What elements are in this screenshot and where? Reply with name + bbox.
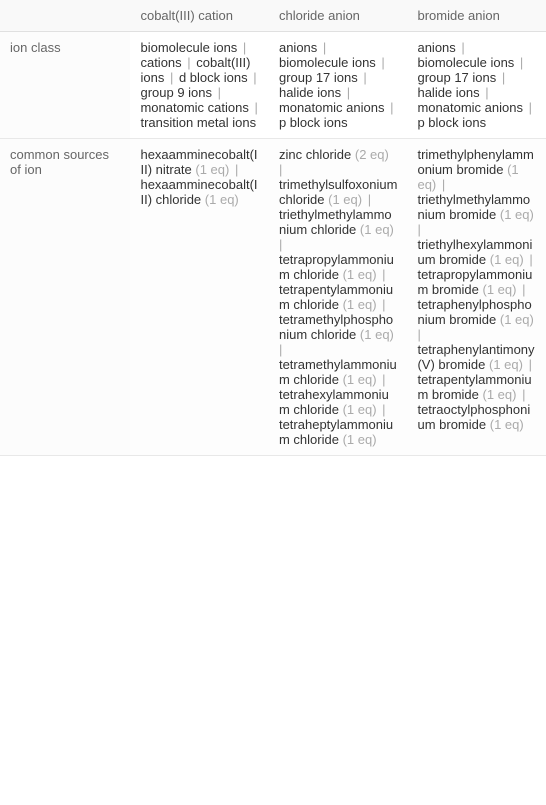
cell-item: monatomic anions bbox=[279, 100, 385, 115]
separator: | bbox=[182, 55, 197, 70]
header-cobalt: cobalt(III) cation bbox=[130, 0, 269, 32]
cell-item: halide ions bbox=[417, 85, 479, 100]
table-cell: zinc chloride (2 eq) | trimethylsulfoxon… bbox=[269, 139, 408, 456]
separator: | bbox=[249, 100, 260, 115]
equivalence: (1 eq) bbox=[500, 207, 534, 222]
equivalence: (1 eq) bbox=[489, 357, 523, 372]
equivalence: (1 eq) bbox=[343, 267, 377, 282]
separator: | bbox=[358, 70, 369, 85]
separator: | bbox=[523, 100, 534, 115]
table-header-row: cobalt(III) cation chloride anion bromid… bbox=[0, 0, 546, 32]
equivalence: (1 eq) bbox=[343, 402, 377, 417]
separator: | bbox=[377, 372, 388, 387]
equivalence: (1 eq) bbox=[205, 192, 239, 207]
separator: | bbox=[496, 70, 507, 85]
cell-item: d block ions bbox=[179, 70, 248, 85]
chemistry-table: cobalt(III) cation chloride anion bromid… bbox=[0, 0, 546, 456]
cell-item: hexaamminecobalt(III) chloride bbox=[140, 177, 257, 207]
separator: | bbox=[317, 40, 328, 55]
equivalence: (2 eq) bbox=[355, 147, 389, 162]
separator: | bbox=[377, 267, 388, 282]
cell-item: group 17 ions bbox=[279, 70, 358, 85]
table-cell: anions | biomolecule ions | group 17 ion… bbox=[407, 32, 546, 139]
equivalence: (1 eq) bbox=[343, 297, 377, 312]
separator: | bbox=[229, 162, 240, 177]
cell-item: halide ions bbox=[279, 85, 341, 100]
equivalence: (1 eq) bbox=[343, 432, 377, 447]
separator: | bbox=[377, 297, 388, 312]
cell-item: monatomic cations bbox=[140, 100, 248, 115]
separator: | bbox=[377, 402, 388, 417]
separator: | bbox=[362, 192, 373, 207]
separator: | bbox=[516, 282, 527, 297]
separator: | bbox=[436, 177, 447, 192]
header-empty bbox=[0, 0, 130, 32]
header-bromide: bromide anion bbox=[407, 0, 546, 32]
cell-item: biomolecule ions bbox=[279, 55, 376, 70]
cell-item: group 17 ions bbox=[417, 70, 496, 85]
cell-item: group 9 ions bbox=[140, 85, 212, 100]
separator: | bbox=[248, 70, 259, 85]
separator: | bbox=[456, 40, 467, 55]
equivalence: (1 eq) bbox=[500, 312, 534, 327]
table-row: common sources of ionhexaamminecobalt(II… bbox=[0, 139, 546, 456]
equivalence: (1 eq) bbox=[490, 417, 524, 432]
cell-item: biomolecule ions bbox=[140, 40, 237, 55]
equivalence: (1 eq) bbox=[328, 192, 362, 207]
cell-item: anions bbox=[417, 40, 455, 55]
header-chloride: chloride anion bbox=[269, 0, 408, 32]
row-label: ion class bbox=[0, 32, 130, 139]
cell-item: zinc chloride bbox=[279, 147, 351, 162]
table-row: ion classbiomolecule ions | cations | co… bbox=[0, 32, 546, 139]
equivalence: (1 eq) bbox=[483, 387, 517, 402]
separator: | bbox=[341, 85, 352, 100]
separator: | bbox=[516, 387, 527, 402]
separator: | bbox=[237, 40, 248, 55]
separator: | bbox=[480, 85, 491, 100]
equivalence: (1 eq) bbox=[360, 327, 394, 342]
cell-item: biomolecule ions bbox=[417, 55, 514, 70]
equivalence: (1 eq) bbox=[483, 282, 517, 297]
separator: | bbox=[514, 55, 525, 70]
separator: | bbox=[384, 100, 395, 115]
table-cell: anions | biomolecule ions | group 17 ion… bbox=[269, 32, 408, 139]
separator: | bbox=[164, 70, 179, 85]
cell-item: p block ions bbox=[279, 115, 348, 130]
separator: | bbox=[524, 252, 535, 267]
cell-item: p block ions bbox=[417, 115, 486, 130]
table-cell: biomolecule ions | cations | cobalt(III)… bbox=[130, 32, 269, 139]
equivalence: (1 eq) bbox=[195, 162, 229, 177]
cell-item: monatomic anions bbox=[417, 100, 523, 115]
cell-item: anions bbox=[279, 40, 317, 55]
separator: | bbox=[212, 85, 223, 100]
cell-item: transition metal ions bbox=[140, 115, 256, 130]
equivalence: (1 eq) bbox=[343, 372, 377, 387]
table-cell: hexaamminecobalt(III) nitrate (1 eq) | h… bbox=[130, 139, 269, 456]
cell-item: cations bbox=[140, 55, 181, 70]
row-label: common sources of ion bbox=[0, 139, 130, 456]
table-cell: trimethylphenylammonium bromide (1 eq) |… bbox=[407, 139, 546, 456]
equivalence: (1 eq) bbox=[490, 252, 524, 267]
equivalence: (1 eq) bbox=[360, 222, 394, 237]
separator: | bbox=[523, 357, 534, 372]
separator: | bbox=[376, 55, 387, 70]
